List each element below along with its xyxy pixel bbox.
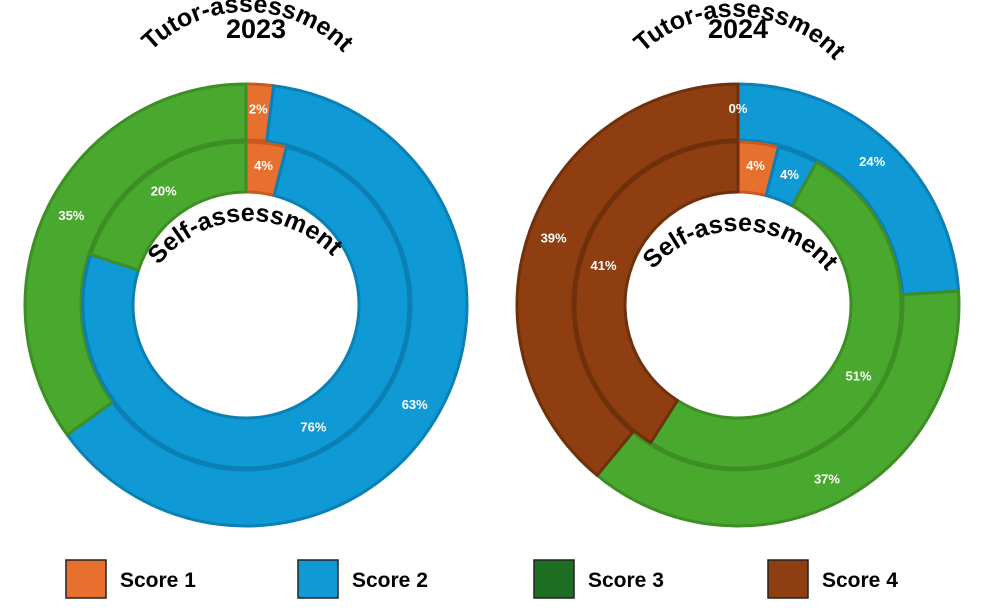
legend-label-score-1: Score 1: [120, 569, 196, 592]
inner-ring-label-score-4: 41%: [591, 258, 617, 273]
outer-ring-slice-score-3: [595, 289, 961, 528]
donut-chart-2024: 2024 0%24%37%39%4%4%51%41% Tutor-assessm…: [515, 0, 961, 528]
donut-chart-2023: 2023 2%63%35%4%76%20% Tutor-assessment S…: [23, 0, 469, 528]
rings-2024: [515, 82, 961, 528]
inner-ring-label-score-2: 4%: [780, 167, 799, 182]
inner-ring-label-score-3: 51%: [845, 368, 871, 383]
legend-swatch-score-4: [767, 559, 809, 599]
legend-label-score-4: Score 4: [822, 569, 898, 592]
inner-ring-slice-score-3: [89, 140, 248, 272]
legend-swatch-score-1: [65, 559, 107, 599]
inner-ring-label-score-1: 4%: [254, 158, 273, 173]
legend-swatch-score-3: [533, 559, 575, 599]
inner-ring-label-score-2: 76%: [300, 420, 326, 435]
inner-ring-label-score-3: 20%: [151, 184, 177, 199]
outer-ring-slice-score-2: [65, 84, 469, 528]
percent-labels-2023: 2% 63% 35% 4% 76% 20%: [58, 101, 428, 434]
legend-label-score-3: Score 3: [588, 569, 664, 592]
outer-ring-label-score-3: 35%: [58, 208, 84, 223]
outer-ring-label-score-1: 2%: [249, 101, 268, 116]
outer-ring-label-score-2: 24%: [859, 154, 885, 169]
legend: Score 1 Score 2 Score 3 Score 4: [65, 559, 898, 599]
inner-ring-slice-score-3: [649, 160, 903, 470]
legend-label-score-2: Score 2: [352, 569, 428, 592]
chart-title-2024: 2024: [708, 14, 768, 44]
inner-ring-slice-score-4: [573, 140, 740, 445]
percent-labels-2024: 0% 24% 37% 39% 4% 4% 51% 41%: [541, 101, 886, 487]
legend-swatch-score-2: [297, 559, 339, 599]
inner-ring-label-score-1: 4%: [746, 158, 765, 173]
outer-ring-label-score-4: 39%: [541, 231, 567, 246]
outer-ring-slice-score-4: [515, 82, 740, 477]
rings-2023: [23, 82, 469, 528]
outer-ring-label-score-1: 0%: [729, 101, 748, 116]
inner-ring-slice-score-2: [81, 145, 411, 470]
outer-ring-slice-score-3: [23, 82, 248, 437]
outer-ring-label-score-2: 63%: [402, 397, 428, 412]
chart-title-2023: 2023: [226, 14, 286, 44]
outer-ring-label-score-3: 37%: [814, 472, 840, 487]
